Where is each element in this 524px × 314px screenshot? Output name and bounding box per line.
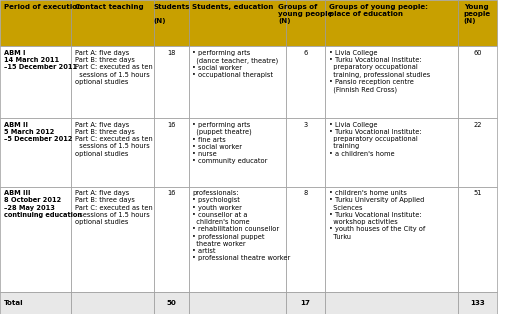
Text: 51: 51 <box>473 190 482 196</box>
Text: Part A: five days
Part B: three days
Part C: executed as ten
  sessions of 1.5 h: Part A: five days Part B: three days Par… <box>75 122 152 157</box>
Text: Groups of young people:
place of education: Groups of young people: place of educati… <box>329 4 428 17</box>
Bar <box>458 118 497 187</box>
Text: • Livia College
• Turku Vocational Institute:
  preparatory occupational
  train: • Livia College • Turku Vocational Insti… <box>329 122 421 157</box>
Bar <box>0 0 71 46</box>
Text: 22: 22 <box>473 122 482 127</box>
Bar <box>71 0 154 46</box>
Text: Young
people
(N): Young people (N) <box>464 4 491 24</box>
Text: Groups of
young people
(N): Groups of young people (N) <box>278 4 333 24</box>
Text: Students, education: Students, education <box>192 4 274 10</box>
Text: ABM III
8 October 2012
–28 May 2013
continuing education: ABM III 8 October 2012 –28 May 2013 cont… <box>4 190 82 218</box>
Bar <box>189 0 286 46</box>
Bar <box>458 0 497 46</box>
Text: 6: 6 <box>303 50 308 56</box>
Bar <box>458 187 497 292</box>
Bar <box>71 187 154 292</box>
Text: 18: 18 <box>167 50 176 56</box>
Bar <box>458 46 497 118</box>
Bar <box>0 46 71 118</box>
Text: 50: 50 <box>167 300 176 306</box>
Bar <box>325 0 458 46</box>
Text: Contact teaching: Contact teaching <box>75 4 144 10</box>
Text: Part A: five days
Part B: three days
Part C: executed as ten
  sessions of 1.5 h: Part A: five days Part B: three days Par… <box>75 190 152 225</box>
Bar <box>154 0 189 46</box>
Bar <box>458 292 497 314</box>
Bar <box>71 118 154 187</box>
Bar <box>325 46 458 118</box>
Text: Total: Total <box>4 300 23 306</box>
Text: • children's home units
• Turku University of Applied
  Sciences
• Turku Vocatio: • children's home units • Turku Universi… <box>329 190 425 240</box>
Bar <box>325 292 458 314</box>
Bar <box>154 118 189 187</box>
Text: 8: 8 <box>303 190 308 196</box>
Text: 60: 60 <box>473 50 482 56</box>
Text: ABM I
14 March 2011
–15 December 2011: ABM I 14 March 2011 –15 December 2011 <box>4 50 77 70</box>
Bar <box>189 292 286 314</box>
Bar <box>286 187 325 292</box>
Bar <box>71 292 154 314</box>
Bar <box>154 292 189 314</box>
Bar <box>0 187 71 292</box>
Bar <box>286 292 325 314</box>
Bar <box>325 118 458 187</box>
Bar <box>286 0 325 46</box>
Bar <box>189 46 286 118</box>
Text: • Livia College
• Turku Vocational Institute:
  preparatory occupational
  train: • Livia College • Turku Vocational Insti… <box>329 50 430 93</box>
Text: Period of execution: Period of execution <box>4 4 82 10</box>
Text: 3: 3 <box>303 122 308 127</box>
Bar <box>189 187 286 292</box>
Text: 17: 17 <box>300 300 311 306</box>
Bar <box>154 187 189 292</box>
Bar <box>325 187 458 292</box>
Bar <box>0 292 71 314</box>
Text: 16: 16 <box>167 122 176 127</box>
Bar <box>0 118 71 187</box>
Bar <box>71 46 154 118</box>
Text: Students

(N): Students (N) <box>153 4 190 24</box>
Bar <box>154 46 189 118</box>
Text: Part A: five days
Part B: three days
Part C: executed as ten
  sessions of 1.5 h: Part A: five days Part B: three days Par… <box>75 50 152 85</box>
Text: 133: 133 <box>470 300 485 306</box>
Bar <box>286 118 325 187</box>
Text: • performing arts
  (puppet theatre)
• fine arts
• social worker
• nurse
• commu: • performing arts (puppet theatre) • fin… <box>192 122 268 164</box>
Bar <box>189 118 286 187</box>
Text: • performing arts
  (dance teacher, theatre)
• social worker
• occupational ther: • performing arts (dance teacher, theatr… <box>192 50 278 78</box>
Text: ABM II
5 March 2012
–5 December 2012: ABM II 5 March 2012 –5 December 2012 <box>4 122 72 142</box>
Text: 16: 16 <box>167 190 176 196</box>
Bar <box>286 46 325 118</box>
Text: professionals:
• psychologist
• youth worker
• counsellor at a
  children's home: professionals: • psychologist • youth wo… <box>192 190 290 261</box>
